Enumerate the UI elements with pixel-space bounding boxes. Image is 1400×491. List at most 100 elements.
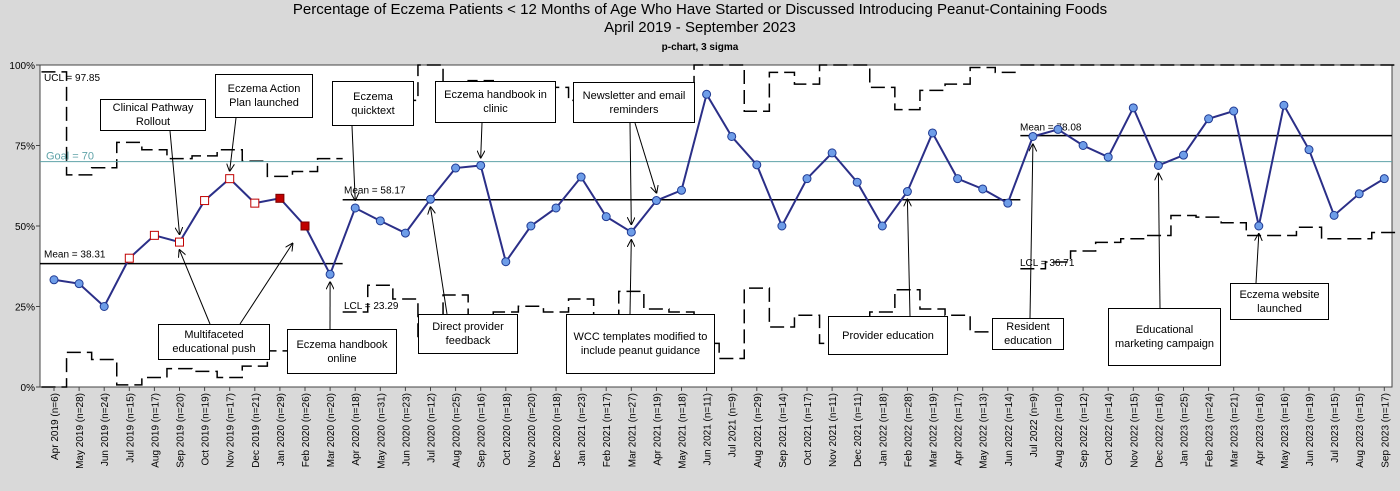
lcl-line-phase-3	[1020, 214, 1397, 270]
annotation-provider-education: Provider education	[828, 316, 948, 355]
data-point	[74, 279, 84, 289]
data-point	[902, 187, 912, 197]
data-point	[375, 216, 385, 226]
special-cause-point	[149, 230, 159, 240]
data-point	[400, 228, 410, 238]
special-cause-point	[300, 221, 310, 231]
data-point	[677, 185, 686, 195]
annotation-direct-provider-feedback: Direct provider feedback	[418, 314, 518, 354]
x-tick-label: Aug 2019 (n=17)	[150, 393, 161, 468]
y-tick-label: 0%	[21, 383, 36, 394]
data-point	[752, 160, 762, 170]
annotation-wcc-templates: WCC templates modified to include peanut…	[566, 314, 715, 374]
special-cause-point	[275, 193, 285, 203]
data-point	[852, 177, 862, 187]
x-tick-label: Feb 2023 (n=24)	[1205, 393, 1216, 467]
special-cause-point	[175, 237, 184, 247]
x-tick-label: Oct 2021 (n=17)	[803, 393, 814, 466]
data-point	[1229, 106, 1239, 116]
x-tick-label: Mar 2022 (n=19)	[929, 393, 940, 467]
annotation-website-launched: Eczema website launched	[1230, 283, 1329, 320]
data-point	[526, 221, 536, 231]
annotation-arrow	[481, 122, 482, 157]
data-point	[350, 203, 360, 213]
ucl-line-phase-1	[41, 71, 343, 178]
annotation-eczema-action-plan: Eczema Action Plan launched	[215, 74, 313, 118]
data-point	[1028, 131, 1038, 141]
data-point	[1254, 221, 1264, 231]
data-point	[1003, 198, 1013, 208]
x-tick-label: Aug 2020 (n=25)	[452, 393, 463, 468]
x-tick-label: Sep 2020 (n=16)	[477, 393, 488, 468]
data-point	[702, 89, 712, 99]
x-tick-label: May 2020 (n=31)	[376, 393, 387, 469]
data-point	[1354, 189, 1364, 199]
chart-title: Percentage of Eczema Patients < 12 Month…	[292, 1, 1108, 18]
data-point	[1329, 210, 1339, 220]
x-tick-label: Apr 2021 (n=19)	[652, 393, 663, 466]
x-tick-label: Jul 2023 (n=15)	[1330, 393, 1341, 463]
data-point	[325, 269, 335, 279]
data-point	[953, 174, 963, 184]
annotation-resident-education: Resident education	[992, 318, 1064, 350]
annotation-arrow	[634, 122, 656, 193]
annotation-eczema-quicktext: Eczema quicktext	[332, 81, 414, 126]
annotation-handbook-online: Eczema handbook online	[287, 329, 397, 374]
annotation-arrow	[180, 250, 211, 325]
data-point	[1179, 150, 1188, 160]
annotation-arrow	[239, 244, 292, 325]
x-tick-label: Sep 2022 (n=12)	[1079, 393, 1090, 468]
x-tick-label: Oct 2020 (n=18)	[502, 393, 513, 466]
annotation-arrow	[169, 130, 180, 234]
x-tick-label: Oct 2019 (n=19)	[201, 393, 212, 466]
goal-label: Goal = 70	[46, 151, 94, 163]
data-point	[1279, 100, 1289, 110]
x-tick-label: Jan 2022 (n=18)	[878, 393, 889, 466]
x-tick-label: Jun 2020 (n=23)	[401, 393, 412, 466]
x-tick-label: Sep 2021 (n=14)	[778, 393, 789, 468]
special-cause-point	[124, 253, 134, 263]
x-tick-label: May 2019 (n=28)	[75, 393, 86, 469]
annotation-handbook-in-clinic: Eczema handbook in clinic	[435, 81, 556, 123]
x-tick-label: Jul 2021 (n=9)	[728, 393, 739, 457]
data-point	[501, 257, 511, 267]
data-point	[1103, 152, 1113, 162]
data-point	[1304, 145, 1314, 155]
special-cause-point	[250, 198, 260, 208]
data-point	[928, 128, 937, 138]
x-tick-label: Jul 2022 (n=9)	[1029, 393, 1040, 457]
x-tick-label: Oct 2022 (n=14)	[1104, 393, 1115, 466]
x-tick-label: Jun 2023 (n=19)	[1305, 393, 1316, 466]
x-tick-label: Jun 2022 (n=14)	[1004, 393, 1015, 466]
data-point	[451, 163, 461, 173]
annotation-arrow	[1158, 173, 1160, 309]
annotation-arrow	[230, 117, 237, 171]
data-point	[576, 172, 586, 182]
mean-label-1: Mean = 38.31	[44, 250, 106, 261]
special-cause-point	[200, 196, 210, 206]
x-tick-label: Jul 2020 (n=12)	[427, 393, 438, 463]
annotation-arrow	[907, 200, 910, 317]
x-tick-label: Nov 2019 (n=17)	[226, 393, 237, 468]
lcl-line-phase-2	[342, 284, 1021, 360]
data-point	[49, 275, 59, 285]
data-point	[426, 194, 435, 204]
lcl-label-3: LCL = 36.71	[1020, 258, 1075, 269]
x-tick-label: Feb 2021 (n=17)	[602, 393, 613, 467]
mean-label-3: Mean = 78.08	[1020, 123, 1082, 134]
x-tick-label: Apr 2020 (n=18)	[351, 393, 362, 466]
x-tick-label: Sep 2019 (n=20)	[176, 393, 187, 468]
chart-date-range: April 2019 - September 2023	[604, 19, 796, 36]
data-point	[1128, 103, 1138, 113]
data-point	[1379, 174, 1389, 184]
x-tick-label: Dec 2022 (n=16)	[1154, 393, 1165, 468]
x-tick-label: Jan 2023 (n=25)	[1180, 393, 1191, 466]
x-tick-label: Apr 2023 (n=16)	[1255, 393, 1266, 466]
data-point	[978, 184, 988, 194]
data-point	[626, 227, 636, 237]
data-point	[651, 196, 661, 206]
x-tick-label: Feb 2020 (n=26)	[301, 393, 312, 467]
annotation-multifaceted-push: Multifaceted educational push	[158, 324, 270, 360]
x-tick-label: Aug 2021 (n=29)	[753, 393, 764, 468]
data-point	[476, 160, 486, 170]
